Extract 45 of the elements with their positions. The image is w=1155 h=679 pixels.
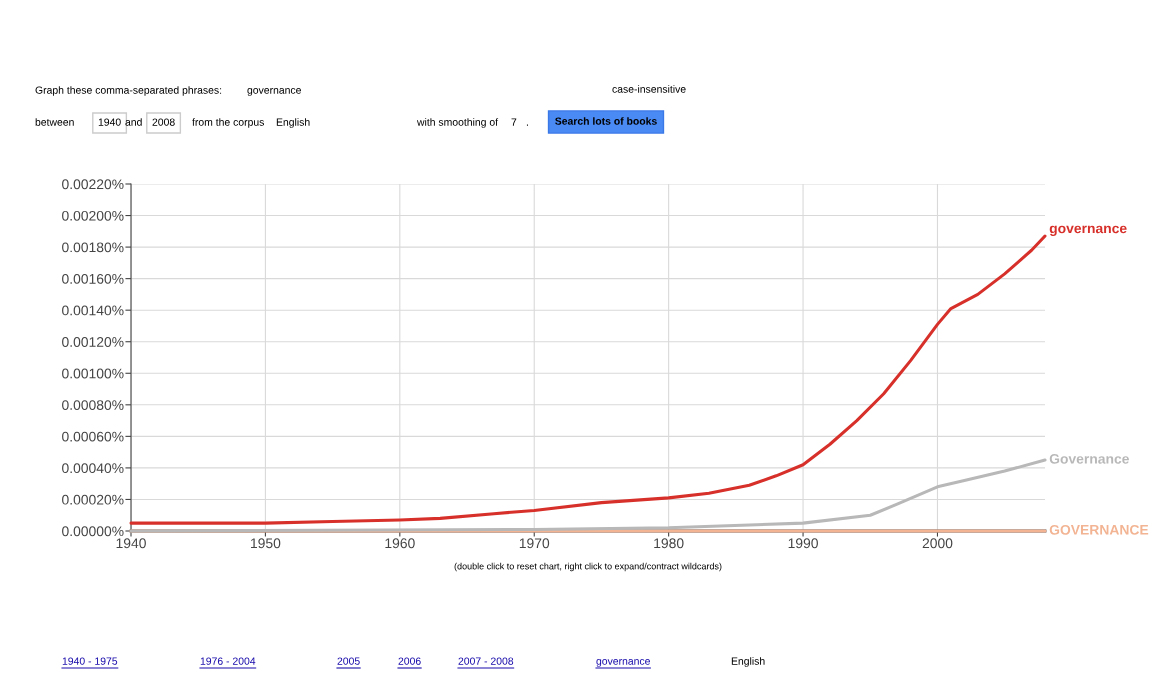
line-series <box>129 458 1047 533</box>
y-tick-label: 0.00220% <box>62 179 124 190</box>
series-label: GOVERNANCE <box>1049 524 1149 535</box>
text: Graph these comma-separated phrases: <box>35 86 222 96</box>
text: governance <box>596 659 650 667</box>
text: 2005 <box>337 657 360 665</box>
y-tick-label: 0.00000% <box>62 526 124 537</box>
y-tick-label: 0.00020% <box>62 494 124 505</box>
y-tick-label: 0.00140% <box>62 305 124 316</box>
y-tick-label: 0.00080% <box>62 400 124 410</box>
text: between <box>35 118 74 126</box>
text: . <box>526 124 528 126</box>
x-tick-label: 1940 <box>116 538 146 549</box>
x-tick-label: 1950 <box>251 538 281 549</box>
y-tick-label: 0.00100% <box>62 368 124 379</box>
line-series <box>129 234 1047 525</box>
y-tick-label: 0.00120% <box>62 337 124 347</box>
x-tick-label: 1970 <box>519 538 550 549</box>
text: from the corpus <box>192 118 264 128</box>
text: 2007 - 2008 <box>458 657 514 665</box>
text: with smoothing of <box>416 118 499 128</box>
x-tick-label: 2000 <box>922 538 953 549</box>
y-tick-label: 0.00060% <box>62 431 124 442</box>
x-tick-label: 1990 <box>788 538 818 549</box>
text: 1940 <box>98 118 121 126</box>
text: Search lots of books <box>555 117 657 125</box>
text: and <box>125 118 142 126</box>
y-tick-label: 0.00040% <box>62 463 124 474</box>
text: governance <box>247 88 301 96</box>
series-label: Governance <box>1049 453 1129 464</box>
text: (double click to reset chart, right click to expand/contract wildcards) <box>454 562 722 572</box>
y-tick-label: 0.00160% <box>62 273 124 284</box>
text: English <box>731 657 765 667</box>
y-tick-label: 0.00180% <box>62 242 124 253</box>
text: 1976 - 2004 <box>200 657 256 665</box>
text: 2006 <box>398 657 421 665</box>
text: 1940 - 1975 <box>62 657 118 665</box>
series-label: governance <box>1049 225 1127 237</box>
text: 7 <box>511 118 517 126</box>
x-tick-label: 1960 <box>385 538 415 549</box>
text: case-insensitive <box>612 85 686 93</box>
text: 2008 <box>152 118 175 126</box>
text: English <box>276 118 310 128</box>
y-tick-label: 0.00200% <box>62 210 124 221</box>
x-tick-label: 1980 <box>654 538 684 549</box>
